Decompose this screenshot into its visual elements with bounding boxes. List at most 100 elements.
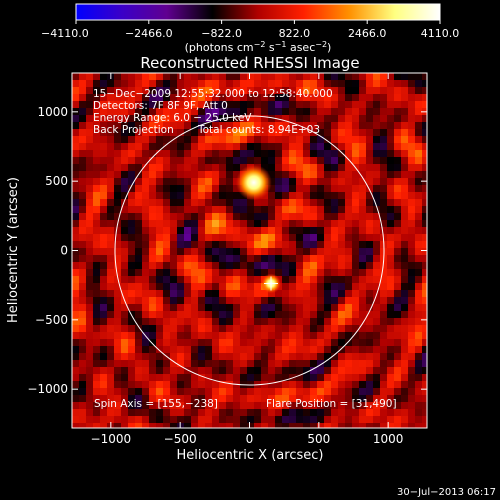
heatmap-cell (184, 108, 192, 116)
heatmap-cell (114, 94, 122, 102)
heatmap-cell (373, 255, 381, 263)
heatmap-cell (394, 185, 402, 193)
heatmap-cell (100, 262, 108, 270)
heatmap-cell (177, 108, 185, 116)
heatmap-cell (212, 150, 220, 158)
heatmap-cell (268, 171, 276, 179)
heatmap-cell (247, 262, 255, 270)
heatmap-cell (142, 318, 150, 326)
heatmap-cell (282, 227, 290, 235)
heatmap-cell (352, 178, 360, 186)
heatmap-cell (191, 73, 199, 81)
heatmap-cell (317, 206, 325, 214)
heatmap-cell (387, 423, 395, 428)
heatmap-cell (310, 227, 318, 235)
heatmap-cell (345, 395, 353, 403)
heatmap-cell (324, 227, 332, 235)
heatmap-cell (324, 283, 332, 291)
heatmap-cell (359, 157, 367, 165)
heatmap-cell (324, 143, 332, 151)
heatmap-cell (387, 129, 395, 137)
heatmap-cell (149, 227, 157, 235)
heatmap-cell (415, 248, 423, 256)
heatmap-cell (72, 325, 80, 333)
heatmap-cell (219, 248, 227, 256)
heatmap-cell (401, 339, 409, 347)
heatmap-cell (422, 332, 427, 340)
heatmap-cell (233, 213, 241, 221)
heatmap-cell (184, 115, 192, 123)
heatmap-cell (205, 136, 213, 144)
heatmap-cell (198, 367, 206, 375)
heatmap-cell (331, 255, 339, 263)
heatmap-cell (93, 402, 101, 410)
heatmap-cell (114, 206, 122, 214)
heatmap-cell (415, 402, 423, 410)
heatmap-cell (415, 220, 423, 228)
heatmap-cell (142, 80, 150, 88)
heatmap-cell (289, 143, 297, 151)
heatmap-cell (149, 143, 157, 151)
heatmap-cell (366, 143, 374, 151)
heatmap-cell (296, 388, 304, 396)
heatmap-cell (247, 318, 255, 326)
heatmap-cell (100, 388, 108, 396)
heatmap-cell (170, 276, 178, 284)
heatmap-cell (107, 178, 115, 186)
heatmap-cell (408, 311, 416, 319)
heatmap-cell (198, 339, 206, 347)
heatmap-cell (394, 318, 402, 326)
heatmap-cell (191, 283, 199, 291)
heatmap-cell (135, 150, 143, 158)
heatmap-cell (79, 248, 87, 256)
heatmap-cell (254, 374, 262, 382)
heatmap-cell (303, 80, 311, 88)
heatmap-cell (373, 374, 381, 382)
heatmap-cell (177, 129, 185, 137)
heatmap-cell (156, 108, 164, 116)
heatmap-cell (359, 339, 367, 347)
heatmap-cell (170, 185, 178, 193)
heatmap-cell (408, 346, 416, 354)
heatmap-cell (261, 213, 269, 221)
heatmap-cell (212, 122, 220, 130)
heatmap-cell (191, 122, 199, 130)
heatmap-cell (366, 332, 374, 340)
heatmap-cell (233, 416, 241, 424)
heatmap-cell (177, 199, 185, 207)
heatmap-cell (359, 332, 367, 340)
heatmap-cell (317, 353, 325, 361)
heatmap-cell (247, 297, 255, 305)
heatmap-cell (268, 255, 276, 263)
heatmap-cell (296, 416, 304, 424)
heatmap-cell (422, 339, 427, 347)
heatmap-cell (240, 297, 248, 305)
heatmap-cell (79, 136, 87, 144)
heatmap-cell (366, 101, 374, 109)
heatmap-cell (177, 94, 185, 102)
heatmap-cell (261, 108, 269, 116)
heatmap-cell (184, 381, 192, 389)
heatmap-cell (100, 164, 108, 172)
heatmap-cell (156, 213, 164, 221)
heatmap-cell (282, 234, 290, 242)
heatmap-cell (415, 108, 423, 116)
heatmap-cell (114, 157, 122, 165)
heatmap-cell (240, 374, 248, 382)
heatmap-cell (79, 283, 87, 291)
heatmap-cell (394, 248, 402, 256)
heatmap-cell (177, 346, 185, 354)
heatmap-cell (261, 290, 269, 298)
heatmap-cell (282, 101, 290, 109)
heatmap-cell (289, 360, 297, 368)
heatmap-cell (128, 234, 136, 242)
heatmap-cell (415, 73, 423, 81)
heatmap-cell (184, 269, 192, 277)
heatmap-cell (282, 213, 290, 221)
heatmap-cell (163, 248, 171, 256)
heatmap-cell (93, 388, 101, 396)
heatmap-cell (107, 101, 115, 109)
heatmap-cell (289, 80, 297, 88)
heatmap-cell (114, 395, 122, 403)
heatmap-cell (289, 171, 297, 179)
